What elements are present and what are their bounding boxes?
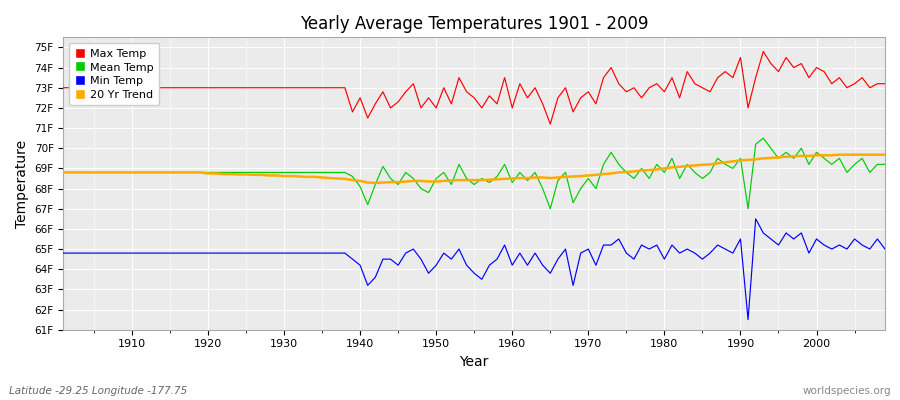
Y-axis label: Temperature: Temperature (15, 140, 29, 228)
Title: Yearly Average Temperatures 1901 - 2009: Yearly Average Temperatures 1901 - 2009 (300, 15, 649, 33)
X-axis label: Year: Year (460, 355, 489, 369)
Text: Latitude -29.25 Longitude -177.75: Latitude -29.25 Longitude -177.75 (9, 386, 187, 396)
Text: worldspecies.org: worldspecies.org (803, 386, 891, 396)
Legend: Max Temp, Mean Temp, Min Temp, 20 Yr Trend: Max Temp, Mean Temp, Min Temp, 20 Yr Tre… (69, 43, 159, 106)
